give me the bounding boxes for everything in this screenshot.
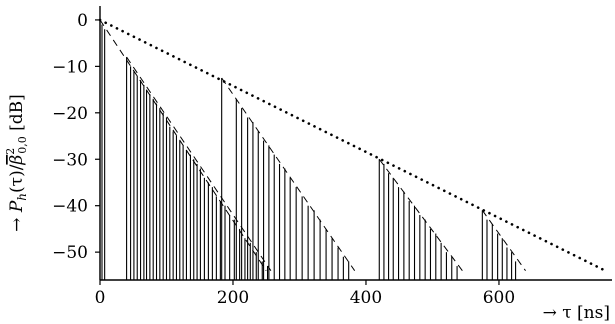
ticks: 0 200 400 600 0 −10 −20 −30 −40 −50	[52, 11, 515, 308]
y-axis-label-beta: β	[7, 155, 27, 166]
plot-area	[98, 18, 607, 280]
y-axis-label-unit: [dB]	[7, 94, 27, 136]
axes	[99, 6, 612, 281]
cluster-1-decay-line	[99, 19, 267, 271]
y-axis-label: → Ph(τ)/β20,0 [dB]	[4, 94, 29, 232]
y-tick-label-2: −20	[52, 104, 88, 124]
y-tick-label-4: −40	[52, 197, 88, 217]
y-tick-label-3: −30	[52, 150, 88, 170]
x-tick-label-600: 600	[483, 288, 515, 308]
x-axis-label: → τ [ns]	[543, 303, 610, 323]
y-axis-label-tau: (τ)/	[7, 164, 27, 193]
x-tick-label-200: 200	[217, 288, 249, 308]
x-tick-label-0: 0	[95, 288, 106, 308]
y-axis-label-h: h	[15, 193, 29, 201]
y-axis-label-arrow: →	[7, 212, 27, 232]
envelope-line	[98, 18, 607, 273]
y-axis-label-sub: 0,0	[16, 136, 29, 154]
y-tick-label-1: −10	[52, 57, 88, 77]
y-tick-label-0: 0	[77, 11, 88, 31]
cluster-2-decay-line	[126, 56, 272, 271]
x-tick-label-400: 400	[350, 288, 382, 308]
y-axis-label-sq: 2	[4, 148, 17, 155]
y-tick-label-5: −50	[52, 243, 88, 263]
cluster-5-decay-line	[481, 210, 526, 272]
cluster-4-decay-line	[378, 158, 463, 272]
y-axis-label-p: P	[7, 200, 27, 213]
